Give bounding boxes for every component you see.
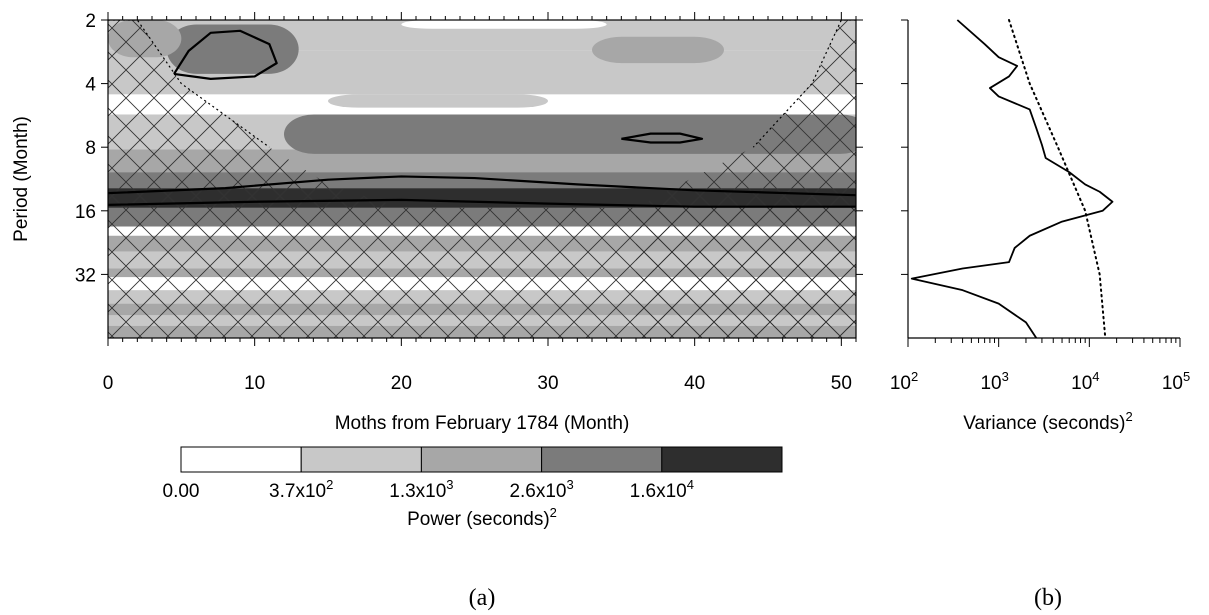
y-tick-label: 16 bbox=[75, 202, 96, 223]
x-tick-label: 20 bbox=[391, 373, 412, 394]
panel-a-y-label: Period (Month) bbox=[11, 116, 32, 242]
colorbar-level-label: 1.6x104 bbox=[630, 477, 694, 502]
power-patch bbox=[284, 114, 856, 154]
panel-b-x-label: Variance (seconds)2 bbox=[963, 409, 1133, 434]
significance-contour bbox=[108, 175, 856, 197]
colorbar-level-label: 1.3x103 bbox=[389, 477, 453, 502]
y-tick-label: 32 bbox=[75, 265, 96, 286]
colorbar: 0.00 3.7x102 1.3x103 2.6x103 1.6x104 bbox=[163, 446, 783, 502]
panel-a-frame bbox=[107, 19, 857, 339]
significance-curve bbox=[1008, 19, 1107, 339]
cone-of-influence bbox=[108, 20, 856, 338]
x-tick-label: 10 bbox=[244, 373, 265, 394]
significance-contour bbox=[173, 29, 278, 80]
panel-a-x-axis: 0 10 20 30 40 50 bbox=[103, 12, 857, 394]
x-tick-label: 40 bbox=[684, 373, 705, 394]
colorbar-swatch bbox=[541, 446, 663, 473]
x-tick-label: 30 bbox=[537, 373, 558, 394]
variance-curve bbox=[910, 19, 1114, 339]
power-patch bbox=[166, 24, 299, 74]
y-tick-label: 2 bbox=[85, 11, 96, 32]
significance-contour bbox=[108, 198, 856, 208]
variance-series bbox=[910, 19, 1114, 339]
y-tick-label: 4 bbox=[85, 75, 96, 96]
colorbar-swatch bbox=[420, 446, 543, 473]
colorbar-level-label: 2.6x103 bbox=[509, 477, 573, 502]
panel-b-y-ticks bbox=[901, 19, 908, 275]
x-tick-label: 104 bbox=[1071, 369, 1099, 394]
panel-a: 0 10 20 30 40 50 2 4 8 16 32 Moths from February … bbox=[11, 11, 863, 434]
x-tick-label: 50 bbox=[831, 373, 852, 394]
caption-a: (a) bbox=[469, 585, 496, 611]
y-tick-label: 8 bbox=[85, 138, 96, 159]
x-tick-label: 0 bbox=[103, 373, 114, 394]
colorbar-swatch bbox=[300, 446, 422, 473]
x-tick-label: 105 bbox=[1162, 369, 1190, 394]
power-patch bbox=[592, 36, 724, 64]
coi-right-hatch bbox=[636, 20, 856, 338]
coi-left-edge bbox=[108, 20, 270, 148]
significance-contour bbox=[621, 132, 704, 144]
colorbar-swatch bbox=[661, 446, 783, 473]
panel-b-x-axis: 102 103 104 105 bbox=[890, 338, 1190, 394]
colorbar-level-label: 0.00 bbox=[163, 481, 200, 502]
colorbar-label: Power (seconds)2 bbox=[407, 505, 557, 530]
significance-contours bbox=[108, 29, 856, 208]
panel-b: 102 103 104 105 Variance (seconds)2 bbox=[890, 19, 1190, 434]
colorbar-level-label: 3.7x102 bbox=[269, 477, 333, 502]
panel-a-x-label: Moths from February 1784 (Month) bbox=[335, 413, 630, 434]
x-tick-label: 102 bbox=[890, 369, 918, 394]
power-patch bbox=[328, 94, 548, 108]
panel-a-y-axis: 2 4 8 16 32 bbox=[75, 11, 863, 286]
colorbar-swatch bbox=[180, 446, 302, 473]
power-patch bbox=[401, 20, 607, 29]
caption-b: (b) bbox=[1034, 585, 1062, 611]
x-tick-label: 103 bbox=[980, 369, 1008, 394]
